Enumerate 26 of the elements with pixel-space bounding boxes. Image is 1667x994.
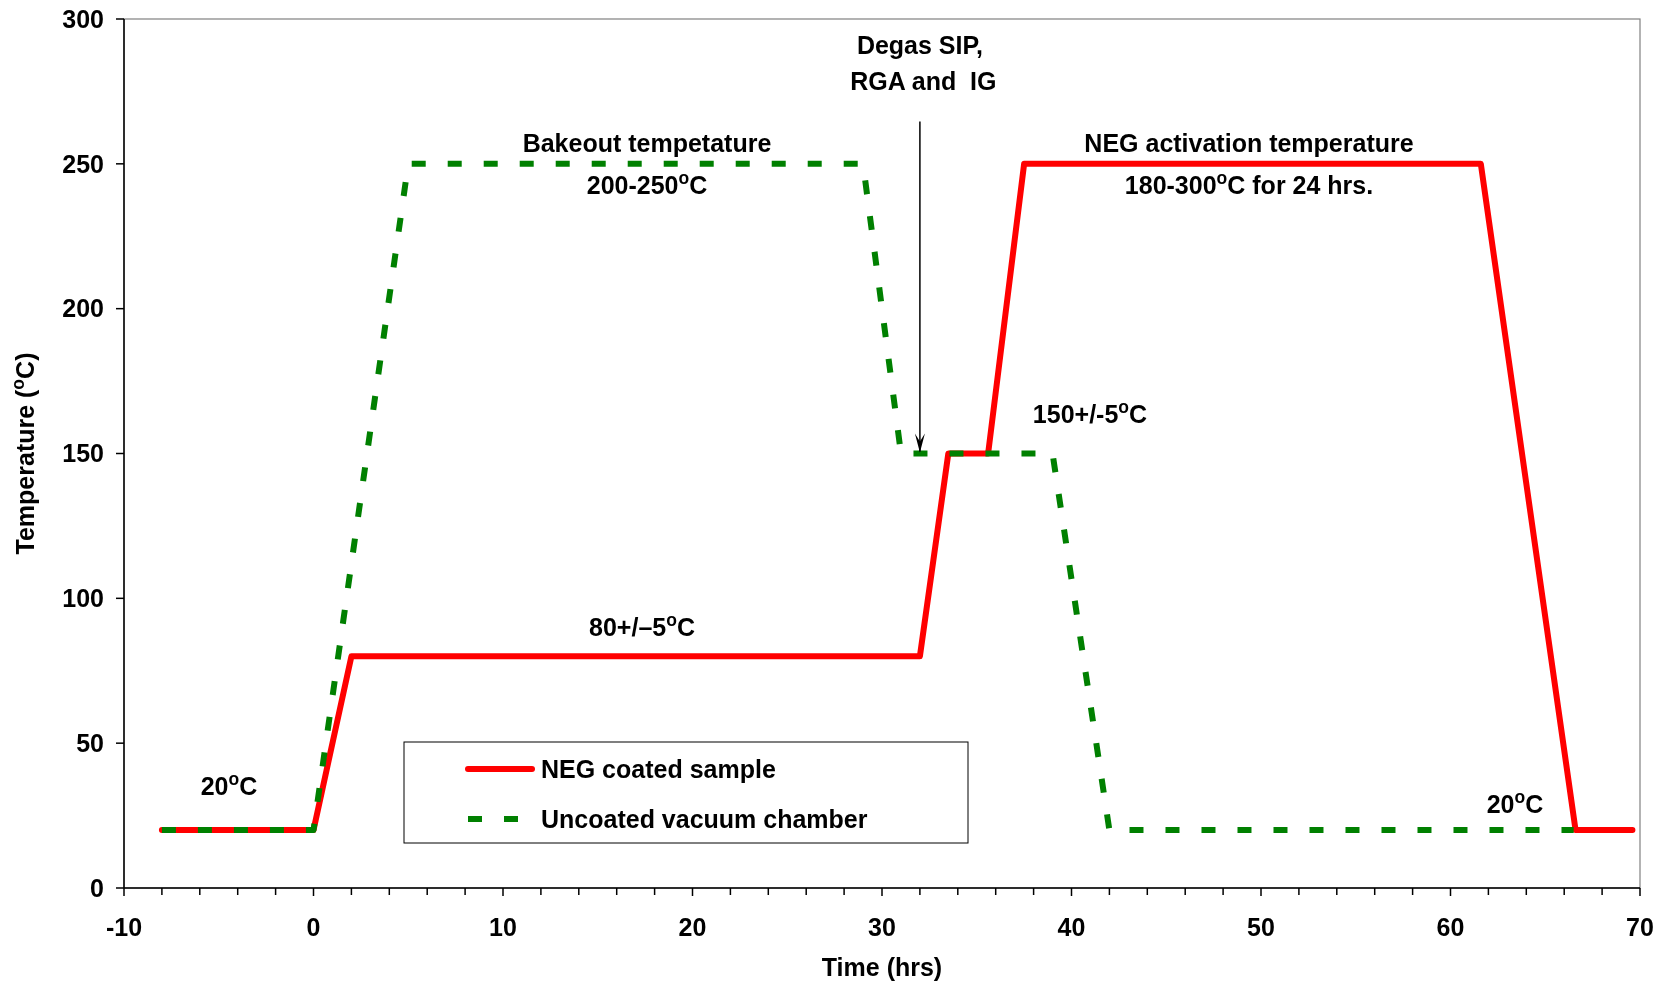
annotation: 20$^{o}$C [1486,787,1544,818]
x-tick-label: 20 [678,913,707,941]
y-tick-label: 100 [62,584,104,613]
x-tick-label: 40 [1057,913,1086,941]
y-tick-label: 200 [62,294,104,323]
annotation: 80+/–5$^{o}$C [589,610,695,641]
annotation: Degas SIP, RGA and IG [843,30,997,95]
x-tick-label: 50 [1247,913,1275,941]
annotation: 150+/-5$^{o}$C [1032,397,1148,428]
y-tick-label: 150 [62,439,104,468]
x-tick-label: -10 [105,913,143,941]
annotation: 20$^{o}$C [200,769,258,800]
x-tick-label: 10 [489,913,517,941]
annotation: NEG activation temperature 180-300$^{o}$C for 24 hrs. [1084,129,1414,199]
annotation: Bakeout tempetature 200-250$^{o}$C [522,129,772,199]
x-tick-label: 60 [1436,913,1465,941]
x-axis-title: Time (hrs) [821,953,943,981]
y-tick-label: 250 [62,149,104,178]
x-tick-label: 70 [1626,913,1654,941]
y-tick-label: 0 [90,873,104,902]
x-tick-label: 30 [868,913,896,941]
y-tick-label: 300 [62,4,104,33]
legend-label: Uncoated vacuum chamber [541,804,868,833]
legend-label: NEG coated sample [541,754,776,783]
y-tick-label: 50 [76,728,104,757]
x-tick-label: 0 [306,913,321,941]
